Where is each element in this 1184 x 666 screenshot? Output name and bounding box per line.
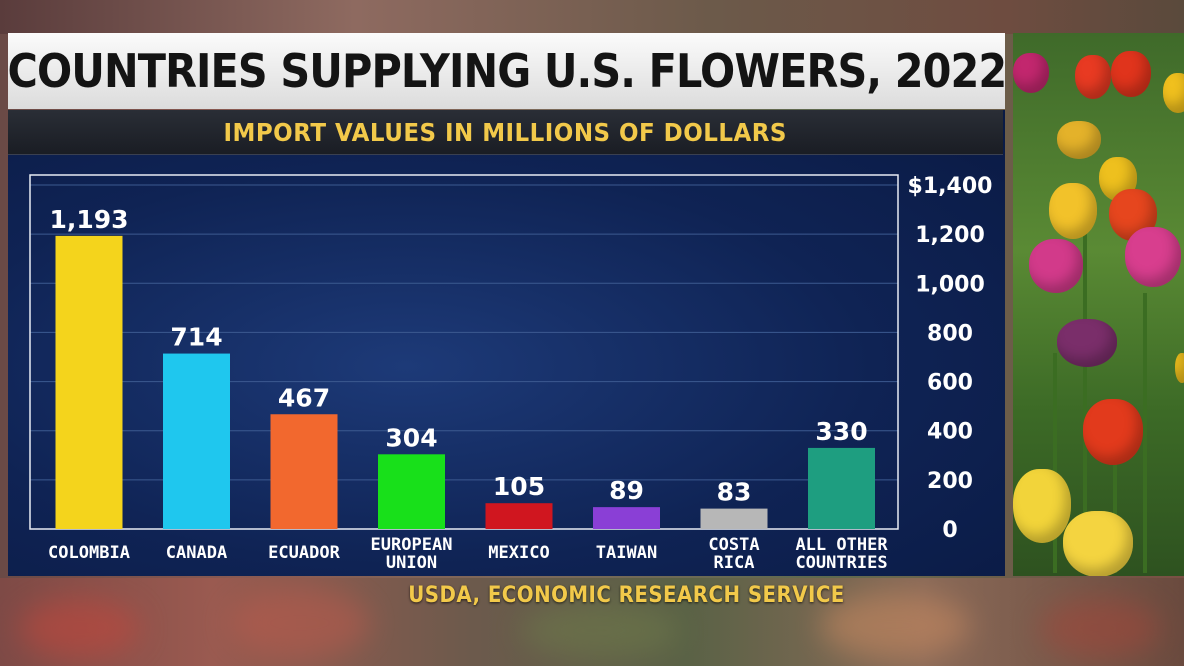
chart-subtitle-bar: IMPORT VALUES IN MILLIONS OF DOLLARS (8, 110, 1003, 155)
bar-value-label: 467 (278, 383, 330, 412)
bar-value-label: 714 (170, 323, 222, 352)
category-label: COLOMBIA (48, 543, 130, 563)
y-tick-label: 200 (927, 469, 973, 494)
tulip-photo (1013, 33, 1184, 576)
chart-title: COUNTRIES SUPPLYING U.S. FLOWERS, 2022 (7, 44, 1007, 98)
plot-frame (29, 174, 899, 530)
y-tick-label: 1,200 (915, 223, 985, 248)
category-label: ECUADOR (268, 543, 340, 563)
bar (485, 503, 553, 529)
category-label: ALL OTHER COUNTRIES (795, 535, 888, 573)
source-text: USDA, ECONOMIC RESEARCH SERVICE (408, 583, 846, 608)
chart-subtitle: IMPORT VALUES IN MILLIONS OF DOLLARS (223, 117, 788, 147)
category-label-line: CANADA (166, 543, 227, 563)
category-label-line: COUNTRIES (795, 553, 887, 573)
y-tick-label: $1,400 (908, 174, 993, 199)
bar (593, 507, 660, 529)
chart-title-bar: COUNTRIES SUPPLYING U.S. FLOWERS, 2022 (7, 33, 1007, 109)
category-label-line: MEXICO (488, 543, 549, 563)
category-label-line: COSTA (708, 535, 759, 555)
bar-value-label: 304 (385, 423, 437, 452)
bar (55, 235, 123, 529)
bar (378, 454, 445, 529)
y-tick-label: 400 (927, 420, 973, 445)
bars-layer: 1,193 COLOMBIA 714 CANADA 467 ECUADOR 304 EUROP… (48, 205, 888, 573)
bar-value-label: 105 (493, 472, 545, 501)
source-credit: USDA, ECONOMIC RESEARCH SERVICE (0, 583, 1184, 608)
category-label: CANADA (166, 543, 227, 563)
y-axis-ticks: 0 200 400 600 800 1,000 1,200 $1,400 (908, 174, 993, 543)
grid-layer (30, 184, 898, 481)
category-label-line: TAIWAN (596, 543, 657, 563)
background-bottom (0, 578, 1184, 666)
category-label-line: RICA (714, 553, 755, 573)
bar-value-label: 1,193 (49, 205, 128, 234)
category-label-line: ALL OTHER (795, 535, 888, 555)
bar (700, 508, 768, 529)
category-label-line: EUROPEAN (371, 535, 453, 555)
y-tick-label: 800 (927, 321, 973, 346)
category-label-line: COLOMBIA (48, 543, 130, 563)
bar-value-label: 83 (717, 478, 752, 507)
category-label: TAIWAN (596, 543, 657, 563)
bar-value-label: 330 (815, 417, 867, 446)
bar (808, 447, 875, 529)
bar (163, 353, 230, 529)
bar (270, 414, 338, 529)
y-tick-label: 0 (942, 518, 957, 543)
background-top (0, 0, 1184, 34)
category-label: COSTA RICA (708, 535, 759, 573)
category-label: MEXICO (488, 543, 549, 563)
category-label-line: ECUADOR (268, 543, 340, 563)
category-label-line: UNION (386, 553, 437, 573)
bar-value-label: 89 (609, 476, 644, 505)
y-tick-label: 1,000 (915, 272, 985, 297)
category-label: EUROPEAN UNION (371, 535, 453, 573)
y-tick-label: 600 (927, 371, 973, 396)
